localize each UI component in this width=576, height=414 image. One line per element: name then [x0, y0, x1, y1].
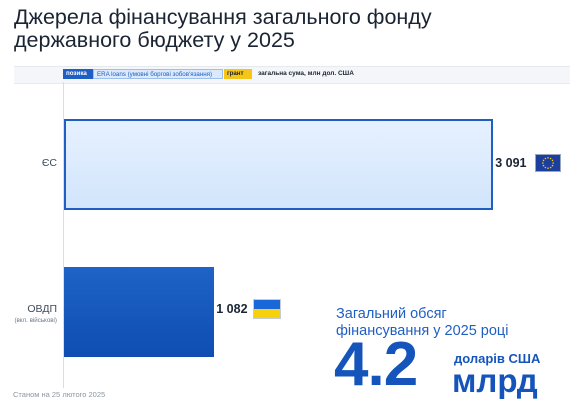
footnote-date: Станом на 25 лютого 2025 [13, 390, 106, 399]
category-label-0: ЄС [41, 157, 57, 169]
total-value: 4.2 [334, 330, 418, 399]
eu-star [550, 166, 552, 169]
eu-star [550, 157, 552, 160]
eu-star [542, 162, 544, 164]
legend-grant: грант [224, 69, 252, 79]
eu-star [544, 157, 547, 160]
eu-star [544, 166, 547, 169]
legend-total-label: загальна сума, млн дол. США [258, 70, 354, 77]
legend-era-loans: ERA loans (умовні боргові зобов'язання) [93, 69, 223, 79]
ua-flag-blue-stripe [254, 300, 281, 309]
ukraine-flag-icon [253, 299, 282, 319]
chart-title-line-1: Джерела фінансування загального фонду [14, 5, 432, 29]
eu-star [547, 167, 550, 169]
eu-star [542, 164, 545, 167]
value-label-0: 3 091 [495, 156, 527, 170]
chart-title-line-2: державного бюджету у 2025 [14, 28, 295, 52]
category-sublabel-1: (вкл. військові) [14, 317, 57, 324]
bar-0 [64, 119, 494, 210]
category-label-1: ОВДП [27, 303, 57, 315]
eu-star [551, 159, 554, 162]
chart-axis-line [63, 82, 64, 388]
eu-star [547, 157, 550, 159]
bar-1 [64, 267, 215, 357]
chart-title: Джерела фінансування загального фонду де… [14, 6, 554, 52]
eu-star [551, 164, 554, 167]
eu-star [542, 159, 545, 162]
ua-flag-yellow-stripe [254, 309, 281, 318]
total-caption-line-2: фінансування у 2025 році [336, 323, 509, 339]
eu-flag-icon [535, 154, 562, 172]
value-label-1: 1 082 [216, 302, 248, 316]
eu-stars-ring [542, 157, 555, 169]
total-unit-currency: доларів США [454, 351, 541, 366]
eu-star [552, 162, 555, 164]
total-unit-scale: млрд [452, 362, 538, 399]
total-caption: Загальний обсяг фінансування у 2025 році [336, 306, 556, 340]
legend-loan: позика [63, 69, 93, 79]
total-caption-line-1: Загальний обсяг [336, 306, 447, 322]
